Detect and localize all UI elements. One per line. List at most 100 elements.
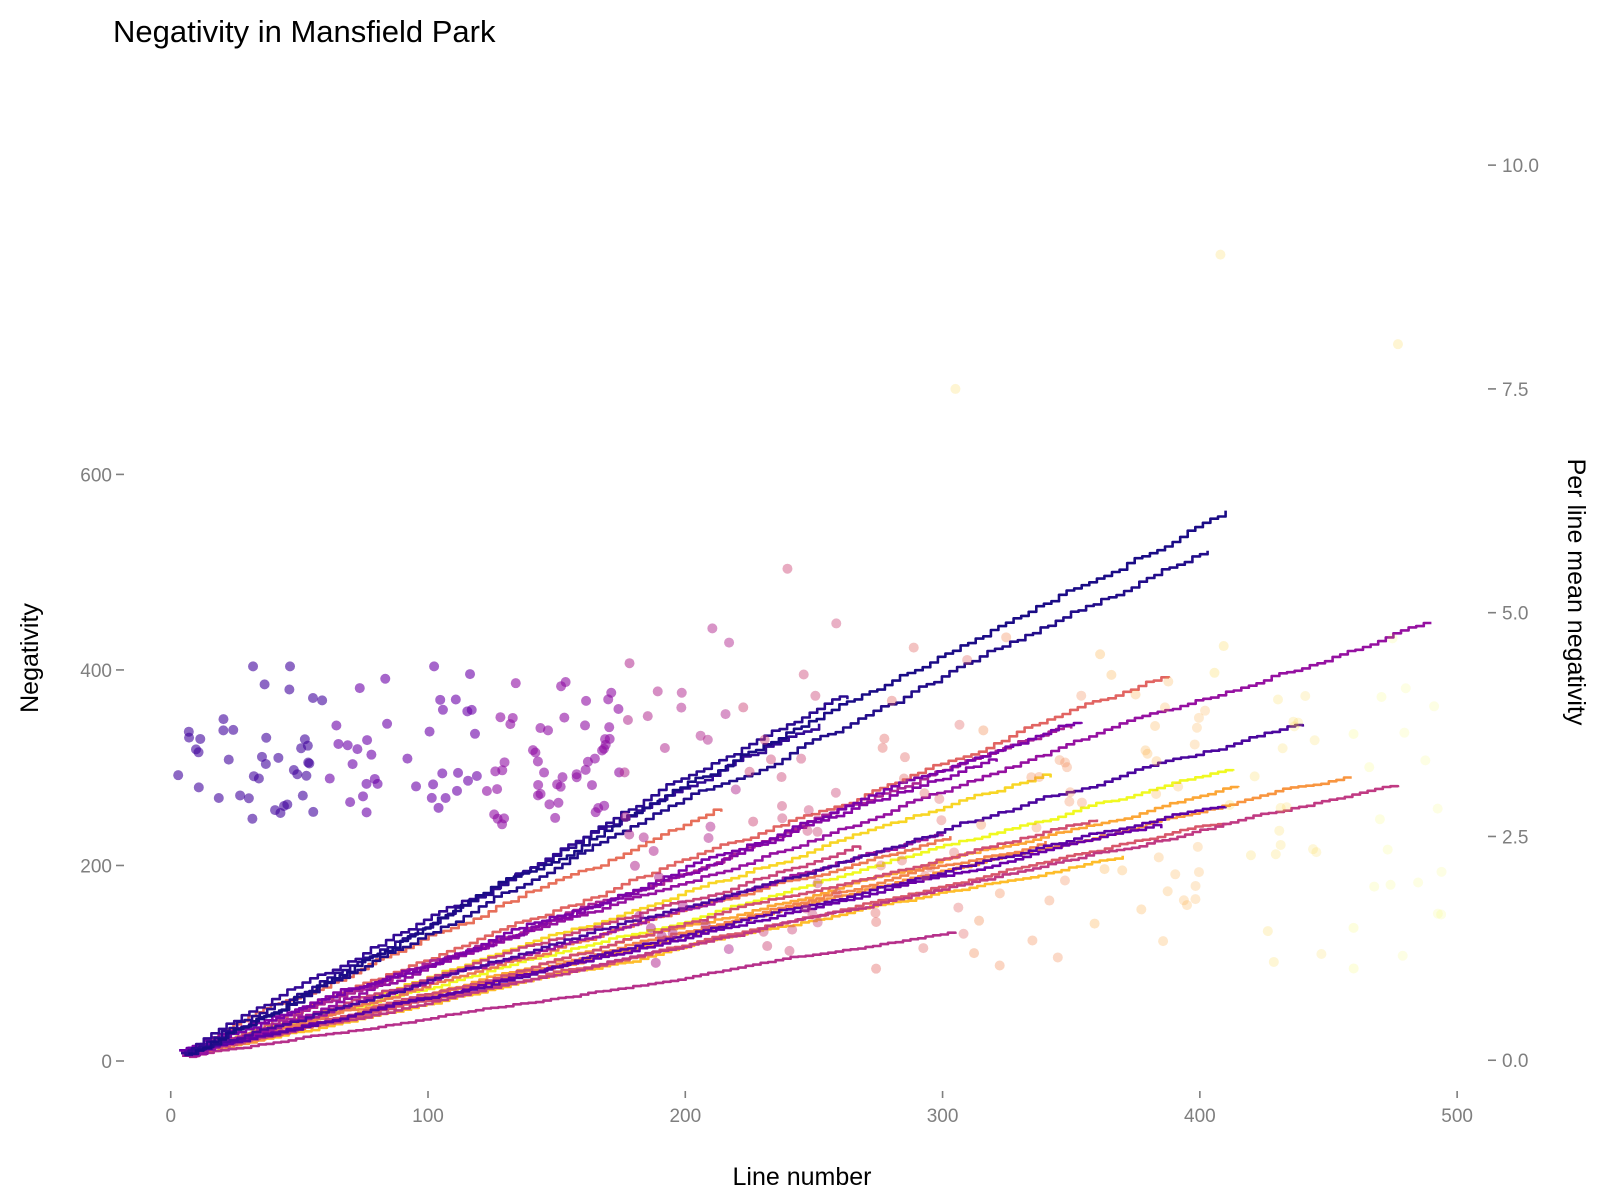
scatter-point bbox=[471, 770, 482, 781]
scatter-point bbox=[433, 802, 444, 813]
scatter-point bbox=[173, 770, 184, 781]
scatter-point bbox=[1182, 900, 1193, 911]
scatter-point bbox=[1130, 689, 1141, 700]
scatter-point bbox=[345, 797, 356, 808]
scatter-point bbox=[333, 738, 344, 749]
scatter-point bbox=[256, 751, 267, 762]
scatter-point bbox=[638, 832, 649, 843]
scatter-point bbox=[802, 825, 813, 836]
x-tick-label: 0 bbox=[165, 1106, 176, 1127]
scatter-point bbox=[871, 916, 882, 927]
scatter-point bbox=[1076, 797, 1087, 808]
scatter-point bbox=[535, 723, 546, 734]
scatter-point bbox=[950, 383, 961, 394]
scatter-point bbox=[463, 775, 474, 786]
scatter-point bbox=[1189, 739, 1200, 750]
scatter-point bbox=[1364, 762, 1375, 773]
scatter-point bbox=[1432, 803, 1443, 814]
scatter-point bbox=[877, 742, 888, 753]
scatter-point bbox=[976, 819, 987, 830]
scatter-point bbox=[896, 855, 907, 866]
scatter-point bbox=[317, 695, 328, 706]
scatter-point bbox=[720, 709, 731, 720]
y-tick-label: 200 bbox=[80, 856, 112, 877]
scatter-point bbox=[437, 768, 448, 779]
scatter-point bbox=[1178, 895, 1189, 906]
scatter-point bbox=[590, 807, 601, 818]
scatter-point bbox=[875, 860, 886, 871]
series-line bbox=[189, 784, 1400, 1053]
x-tick-label: 100 bbox=[412, 1106, 444, 1127]
scatter-point bbox=[324, 773, 335, 784]
scatter-point bbox=[366, 749, 377, 760]
scatter-point bbox=[1209, 667, 1220, 678]
scatter-point bbox=[499, 757, 510, 768]
scatter-point bbox=[1162, 886, 1173, 897]
scatter-point bbox=[1374, 814, 1385, 825]
scatter-point bbox=[703, 832, 714, 843]
scatter-point bbox=[1153, 852, 1164, 863]
y-axis-left: 0 200 400 600 bbox=[80, 465, 124, 1073]
scatter-point bbox=[1392, 339, 1403, 350]
scatter-point bbox=[1277, 743, 1288, 754]
scatter-point bbox=[1089, 918, 1100, 929]
scatter-point bbox=[803, 805, 814, 816]
scatter-point bbox=[347, 759, 358, 770]
scatter-point bbox=[1387, 633, 1398, 644]
series-line bbox=[181, 855, 1124, 1053]
scatter-point bbox=[571, 772, 582, 783]
scatter-point bbox=[361, 807, 372, 818]
scatter-point bbox=[453, 767, 464, 778]
y2-tick-label: 0.0 bbox=[1502, 1051, 1528, 1072]
scatter-point bbox=[1044, 895, 1055, 906]
scatter-point bbox=[527, 745, 538, 756]
scatter-point bbox=[812, 917, 823, 928]
scatter-point bbox=[604, 733, 615, 744]
scatter-point bbox=[1001, 632, 1012, 643]
series-line bbox=[190, 550, 1209, 1056]
scatter-point bbox=[270, 805, 281, 816]
scatter-point bbox=[362, 735, 373, 746]
series-lines bbox=[179, 510, 1432, 1059]
x-tick-label: 200 bbox=[669, 1106, 701, 1127]
scatter-point bbox=[676, 687, 687, 698]
scatter-point bbox=[218, 725, 229, 736]
scatter-point bbox=[653, 872, 664, 883]
scatter-point bbox=[652, 686, 663, 697]
scatter-point bbox=[1099, 864, 1110, 875]
scatter-point bbox=[1076, 690, 1087, 701]
scatter-point bbox=[228, 724, 239, 735]
scatter-point bbox=[765, 754, 776, 765]
scatter-point bbox=[759, 734, 770, 745]
scatter-point bbox=[899, 752, 910, 763]
scatter-point bbox=[1193, 867, 1204, 878]
scatter-point bbox=[776, 772, 787, 783]
scatter-point bbox=[556, 681, 567, 692]
scatter-point bbox=[184, 732, 195, 743]
scatter-point bbox=[994, 888, 1005, 899]
scatter-point bbox=[645, 923, 656, 934]
scatter-point bbox=[532, 756, 543, 767]
scatter-point bbox=[1136, 904, 1147, 915]
scatter-point bbox=[1065, 787, 1076, 798]
scatter-point bbox=[586, 780, 597, 791]
scatter-point bbox=[919, 788, 930, 799]
scatter-point bbox=[642, 711, 653, 722]
scatter-point bbox=[613, 704, 624, 715]
scatter-point bbox=[870, 907, 881, 918]
scatter-point bbox=[382, 718, 393, 729]
scatter-point bbox=[411, 781, 422, 792]
scatter-point bbox=[499, 813, 510, 824]
y2-tick-label: 5.0 bbox=[1502, 604, 1528, 625]
x-axis-title: Line number bbox=[733, 1163, 872, 1191]
scatter-point bbox=[1031, 822, 1042, 833]
scatter-point bbox=[700, 919, 711, 930]
scatter-point bbox=[744, 766, 755, 777]
scatter-point bbox=[758, 926, 769, 937]
scatter-point bbox=[918, 943, 929, 954]
scatter-point bbox=[606, 687, 617, 698]
scatter-point bbox=[1382, 844, 1393, 855]
scatter-point bbox=[1369, 881, 1380, 892]
scatter-point bbox=[450, 694, 461, 705]
